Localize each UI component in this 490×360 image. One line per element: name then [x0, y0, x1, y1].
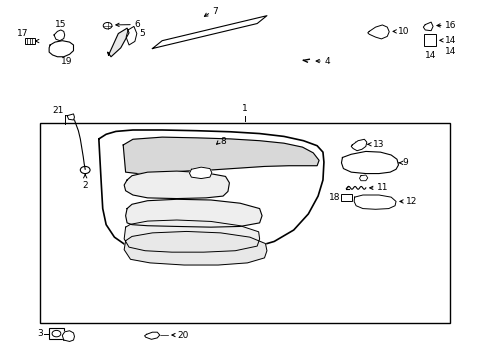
Text: 5: 5 [140, 29, 146, 38]
Polygon shape [108, 28, 129, 57]
Bar [342, 194, 352, 202]
Text: 6: 6 [134, 20, 140, 29]
Polygon shape [124, 231, 267, 265]
Text: 12: 12 [406, 197, 417, 206]
Polygon shape [126, 26, 137, 45]
Text: 16: 16 [445, 21, 456, 30]
Polygon shape [423, 22, 433, 31]
Polygon shape [124, 171, 229, 199]
Text: 19: 19 [61, 58, 73, 67]
Text: 14: 14 [445, 36, 456, 45]
Bar [424, 34, 436, 46]
Polygon shape [62, 331, 74, 342]
Text: 1: 1 [242, 104, 248, 113]
Bar [40, 123, 450, 323]
Text: 21: 21 [52, 106, 64, 115]
Polygon shape [54, 30, 65, 41]
Text: 17: 17 [17, 29, 28, 38]
Polygon shape [190, 167, 212, 179]
Polygon shape [368, 25, 389, 39]
Bar [49, 328, 64, 339]
Text: 3: 3 [38, 329, 43, 338]
Bar [25, 38, 34, 44]
Text: 14: 14 [445, 47, 456, 56]
Text: 14: 14 [424, 51, 436, 60]
Polygon shape [351, 139, 367, 151]
Polygon shape [99, 130, 324, 253]
Text: 8: 8 [220, 137, 226, 146]
Text: 13: 13 [373, 140, 384, 149]
Text: 20: 20 [178, 330, 189, 339]
Polygon shape [145, 332, 160, 339]
Text: 10: 10 [398, 27, 410, 36]
Text: 18: 18 [328, 193, 340, 202]
Text: 11: 11 [376, 183, 388, 192]
Polygon shape [152, 16, 267, 49]
Text: 2: 2 [82, 181, 88, 190]
Text: 4: 4 [324, 57, 330, 66]
Polygon shape [123, 137, 319, 174]
Polygon shape [125, 199, 262, 227]
Text: 7: 7 [212, 7, 218, 16]
Polygon shape [354, 195, 396, 209]
Polygon shape [67, 114, 74, 120]
Text: 15: 15 [55, 20, 67, 29]
Polygon shape [124, 220, 260, 252]
Polygon shape [49, 41, 74, 57]
Polygon shape [342, 152, 398, 174]
Polygon shape [360, 175, 368, 181]
Text: 9: 9 [403, 158, 409, 167]
